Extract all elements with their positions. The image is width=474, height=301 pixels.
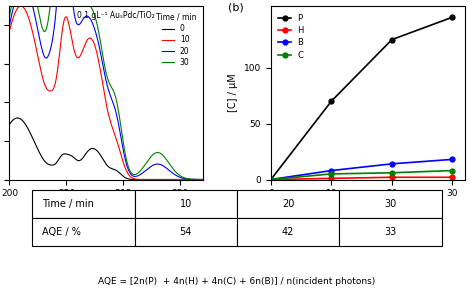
B [268, 178, 273, 181]
C [328, 172, 334, 176]
H [389, 175, 395, 179]
10 [201, 178, 206, 181]
0 [201, 178, 206, 181]
Line: C: C [268, 168, 455, 182]
30 [201, 178, 206, 181]
20 [196, 178, 202, 181]
P [449, 15, 455, 19]
20 [112, 106, 118, 109]
0 [100, 157, 106, 161]
C [449, 169, 455, 172]
20 [201, 178, 206, 181]
B [449, 157, 455, 161]
Line: B: B [268, 157, 455, 182]
30 [99, 48, 105, 52]
Line: 0: 0 [9, 118, 203, 179]
10 [166, 178, 172, 181]
C [389, 171, 395, 175]
Y-axis label: [C] / μM: [C] / μM [228, 73, 238, 112]
20 [7, 23, 12, 27]
Line: 30: 30 [9, 0, 203, 179]
P [389, 38, 395, 42]
0 [99, 156, 105, 159]
20 [122, 157, 128, 161]
20 [99, 58, 105, 61]
10 [100, 84, 106, 88]
10 [122, 166, 128, 169]
10 [7, 29, 12, 33]
X-axis label: WL / nm: WL / nm [86, 204, 127, 214]
30 [100, 55, 106, 59]
Legend: P, H, B, C: P, H, B, C [275, 10, 307, 63]
Text: (b): (b) [228, 2, 244, 13]
B [328, 169, 334, 172]
0 [166, 178, 172, 181]
P [268, 178, 273, 181]
0 [7, 123, 12, 126]
0 [112, 168, 118, 171]
0 [196, 178, 202, 181]
Line: 10: 10 [9, 6, 203, 179]
30 [112, 92, 118, 96]
H [328, 177, 334, 180]
20 [100, 64, 106, 68]
10 [196, 178, 202, 181]
30 [122, 151, 128, 155]
C [268, 178, 273, 181]
0 [15, 116, 20, 120]
H [268, 178, 273, 181]
20 [166, 168, 172, 172]
P [328, 99, 334, 103]
10 [99, 77, 105, 81]
B [389, 162, 395, 166]
30 [166, 161, 172, 164]
30 [7, 14, 12, 18]
30 [196, 178, 202, 181]
Text: 0.1 gL⁻¹ AuₛPdᴄ/TiO₂: 0.1 gL⁻¹ AuₛPdᴄ/TiO₂ [77, 11, 155, 20]
X-axis label: Irradiation time /min: Irradiation time /min [318, 204, 418, 214]
0 [122, 176, 128, 179]
Text: AQE = [2n(P)  + 4n(H) + 4n(C) + 6n(B)] / n(incident photons): AQE = [2n(P) + 4n(H) + 4n(C) + 6n(B)] / … [99, 277, 375, 286]
Legend: 0, 10, 20, 30: 0, 10, 20, 30 [153, 10, 199, 70]
10 [112, 132, 118, 136]
Line: H: H [268, 175, 455, 182]
10 [18, 4, 24, 8]
Line: 20: 20 [9, 0, 203, 179]
H [449, 175, 455, 179]
Line: P: P [268, 15, 455, 182]
